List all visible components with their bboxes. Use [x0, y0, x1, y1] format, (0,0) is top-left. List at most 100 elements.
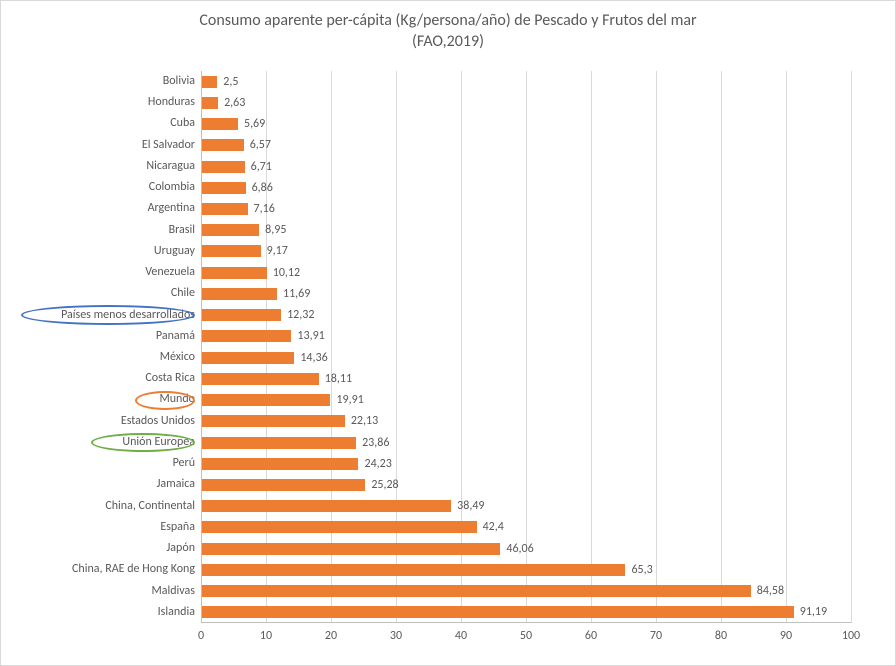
y-axis-label: Japón	[1, 538, 195, 559]
bar-value-label: 42,4	[477, 520, 504, 534]
x-axis-line	[201, 622, 851, 623]
bar-row: 6,71	[201, 156, 851, 177]
bar	[201, 161, 245, 173]
bar	[201, 288, 277, 300]
bar-row: 22,13	[201, 411, 851, 432]
y-axis-label: Mundo	[1, 389, 195, 410]
x-tick-label: 0	[198, 629, 204, 643]
y-axis-label: Honduras	[1, 92, 195, 113]
x-tick-label: 80	[715, 629, 727, 643]
plot-area: 2,5 2,63 5,69 6,57 6,71 6,86 7,16 8,959,1710,12…	[201, 71, 851, 623]
bar-row: 65,3	[201, 559, 851, 580]
bar	[201, 182, 246, 194]
bar-row: 2,63	[201, 92, 851, 113]
y-axis-label: Chile	[1, 283, 195, 304]
x-tick-label: 90	[780, 629, 792, 643]
bar-row: 46,06	[201, 538, 851, 559]
bar-value-label: 91,19	[794, 605, 827, 619]
bar-value-label: 7,16	[248, 202, 275, 216]
y-axis-label: Jamaica	[1, 474, 195, 495]
y-axis-label: España	[1, 517, 195, 538]
bar-row: 10,12	[201, 262, 851, 283]
y-axis-label: Unión Europea	[1, 432, 195, 453]
y-axis-label: Islandia	[1, 602, 195, 623]
bar	[201, 373, 319, 385]
bar-value-label: 25,28	[365, 478, 398, 492]
y-axis-label: Uruguay	[1, 241, 195, 262]
bar-row: 7,16	[201, 198, 851, 219]
chart-title-line1: Consumo aparente per-cápita (Kg/persona/…	[1, 11, 895, 32]
y-axis-label: Maldivas	[1, 581, 195, 602]
bar	[201, 139, 244, 151]
x-tick-label: 70	[650, 629, 662, 643]
bar-value-label: 24,23	[358, 457, 391, 471]
bar-value-label: 38,49	[451, 499, 484, 513]
bar-row: 9,17	[201, 241, 851, 262]
bar-value-label: 13,91	[291, 329, 324, 343]
bar-value-label: 23,86	[356, 436, 389, 450]
bar-value-label: 19,91	[330, 393, 363, 407]
bar	[201, 394, 330, 406]
y-axis-label: Argentina	[1, 198, 195, 219]
bar	[201, 479, 365, 491]
bar	[201, 309, 281, 321]
gridline	[851, 71, 852, 623]
x-tick-label: 100	[842, 629, 860, 643]
bar	[201, 245, 261, 257]
y-axis-line	[201, 71, 202, 623]
bar-row: 42,4	[201, 517, 851, 538]
x-tick-label: 50	[520, 629, 532, 643]
bar	[201, 500, 451, 512]
bar-row: 2,5	[201, 71, 851, 92]
bar	[201, 415, 345, 427]
bar	[201, 224, 259, 236]
bar-row: 84,58	[201, 581, 851, 602]
bar-row: 19,91	[201, 389, 851, 410]
x-tick-label: 20	[325, 629, 337, 643]
bar-row: 8,95	[201, 220, 851, 241]
bar	[201, 521, 477, 533]
x-tick-label: 40	[455, 629, 467, 643]
bar-row: 12,32	[201, 305, 851, 326]
y-axis-label: Venezuela	[1, 262, 195, 283]
bar	[201, 585, 751, 597]
bar-row: 23,86	[201, 432, 851, 453]
bar-value-label: 6,86	[246, 181, 273, 195]
bar-value-label: 6,57	[244, 138, 271, 152]
chart-title-line2: (FAO,2019)	[1, 32, 895, 53]
y-axis-label: Perú	[1, 453, 195, 474]
bar	[201, 606, 794, 618]
bar	[201, 97, 218, 109]
bar	[201, 458, 358, 470]
bar	[201, 118, 238, 130]
y-axis-label: Colombia	[1, 177, 195, 198]
y-axis-label: Nicaragua	[1, 156, 195, 177]
bar-row: 18,11	[201, 368, 851, 389]
chart-title: Consumo aparente per-cápita (Kg/persona/…	[1, 1, 895, 53]
bar-row: 5,69	[201, 113, 851, 134]
bar-row: 25,28	[201, 474, 851, 495]
x-tick-label: 10	[260, 629, 272, 643]
bar-value-label: 11,69	[277, 287, 310, 301]
bar	[201, 267, 267, 279]
bar	[201, 76, 217, 88]
bar-value-label: 46,06	[500, 542, 533, 556]
bar-row: 14,36	[201, 347, 851, 368]
y-axis-label: Cuba	[1, 113, 195, 134]
y-axis-label: China, RAE de Hong Kong	[1, 559, 195, 580]
bar-value-label: 84,58	[751, 584, 784, 598]
bar	[201, 330, 291, 342]
y-axis-label: México	[1, 347, 195, 368]
bar-value-label: 2,63	[218, 96, 245, 110]
bar-value-label: 14,36	[294, 351, 327, 365]
y-axis-label: China, Continental	[1, 496, 195, 517]
bar-value-label: 18,11	[319, 372, 352, 386]
bar-value-label: 22,13	[345, 414, 378, 428]
x-tick-label: 30	[390, 629, 402, 643]
y-axis-label: Panamá	[1, 326, 195, 347]
bar-value-label: 2,5	[217, 75, 238, 89]
bar-value-label: 5,69	[238, 117, 265, 131]
bar-value-label: 65,3	[625, 563, 652, 577]
bar-row: 11,69	[201, 283, 851, 304]
bar-row: 6,86	[201, 177, 851, 198]
